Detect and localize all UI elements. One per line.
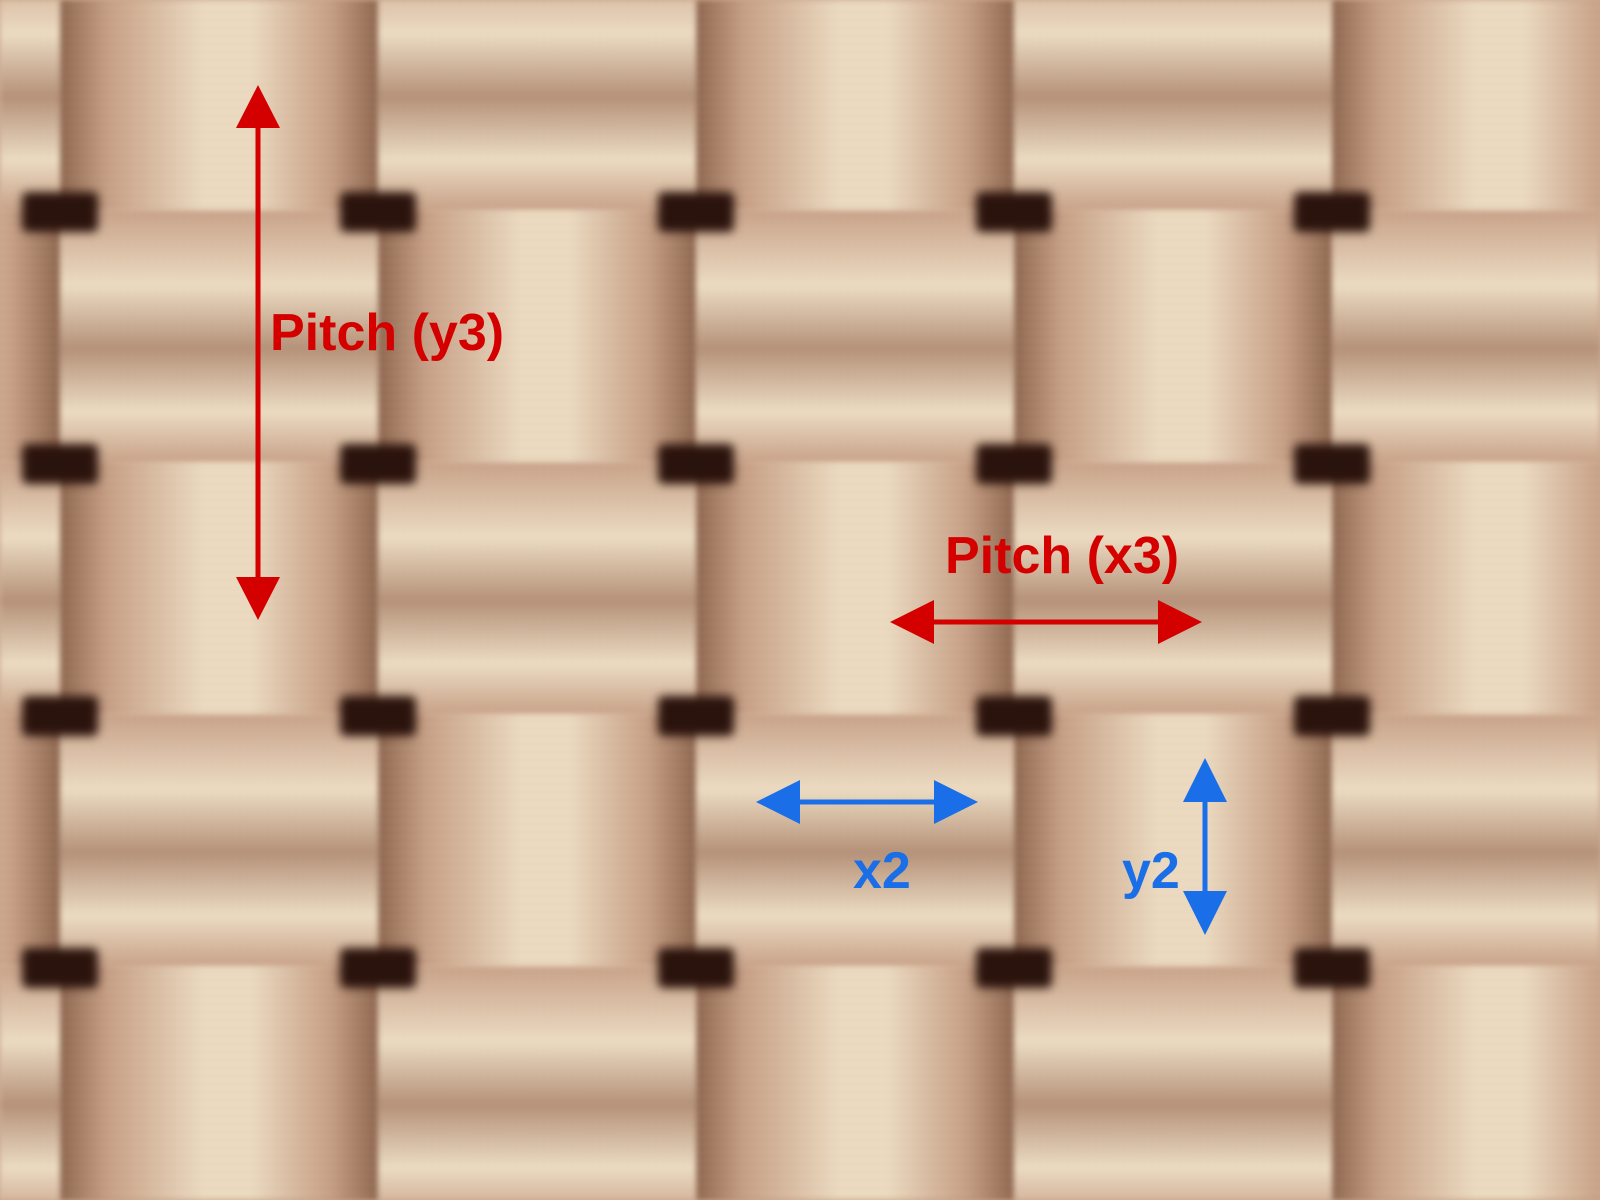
weave-gap	[22, 696, 98, 736]
yarn-tile	[696, 714, 1014, 966]
gap-x-label: x2	[853, 842, 911, 900]
weave-gap	[976, 696, 1052, 736]
weave-gap	[22, 192, 98, 232]
weave-gap	[340, 696, 416, 736]
yarn-tile	[0, 462, 60, 714]
yarn-tile	[60, 966, 378, 1200]
yarn-tile	[0, 714, 60, 966]
weave-gap	[658, 696, 734, 736]
yarn-tile	[60, 714, 378, 966]
pitch-x-arrow	[890, 600, 1202, 644]
yarn-tile	[378, 966, 696, 1200]
gap-x-arrow	[756, 780, 978, 824]
yarn-tile	[1014, 0, 1332, 210]
weave-gap	[976, 948, 1052, 988]
yarn-tile	[696, 210, 1014, 462]
yarn-tile	[696, 462, 1014, 714]
weave-gap	[340, 192, 416, 232]
yarn-tile	[1332, 714, 1600, 966]
yarn-tile	[378, 0, 696, 210]
yarn-tile	[378, 462, 696, 714]
yarn-tile	[1332, 0, 1600, 210]
yarn-tile	[0, 966, 60, 1200]
yarn-tile	[1014, 210, 1332, 462]
weave-gap	[658, 948, 734, 988]
yarn-tile	[0, 0, 60, 210]
weave-gap	[1294, 696, 1370, 736]
yarn-tile	[0, 210, 60, 462]
yarn-tile	[1014, 966, 1332, 1200]
yarn-tile	[1332, 462, 1600, 714]
yarn-tile	[60, 462, 378, 714]
weave-gap	[658, 444, 734, 484]
weave-gap	[340, 444, 416, 484]
weave-gap	[22, 948, 98, 988]
pitch-y-label: Pitch (y3)	[270, 304, 504, 362]
yarn-tile	[60, 0, 378, 210]
weave-gap	[340, 948, 416, 988]
yarn-tile	[696, 966, 1014, 1200]
yarn-tile	[60, 210, 378, 462]
yarn-tile	[378, 210, 696, 462]
gap-y-arrow	[1183, 758, 1227, 935]
pitch-y-arrow	[236, 85, 280, 620]
yarn-tile	[1332, 966, 1600, 1200]
weave-gap	[1294, 444, 1370, 484]
yarn-tile	[696, 0, 1014, 210]
yarn-tile	[1332, 210, 1600, 462]
weave-gap	[1294, 192, 1370, 232]
yarn-tile	[1014, 714, 1332, 966]
yarn-tile	[378, 714, 696, 966]
gap-y-label: y2	[1122, 842, 1180, 900]
weave-gap	[976, 444, 1052, 484]
weave-gap	[658, 192, 734, 232]
yarn-tile	[1014, 462, 1332, 714]
pitch-x-label: Pitch (x3)	[945, 527, 1179, 585]
weave-gap	[22, 444, 98, 484]
weave-gap	[1294, 948, 1370, 988]
weave-gap	[976, 192, 1052, 232]
